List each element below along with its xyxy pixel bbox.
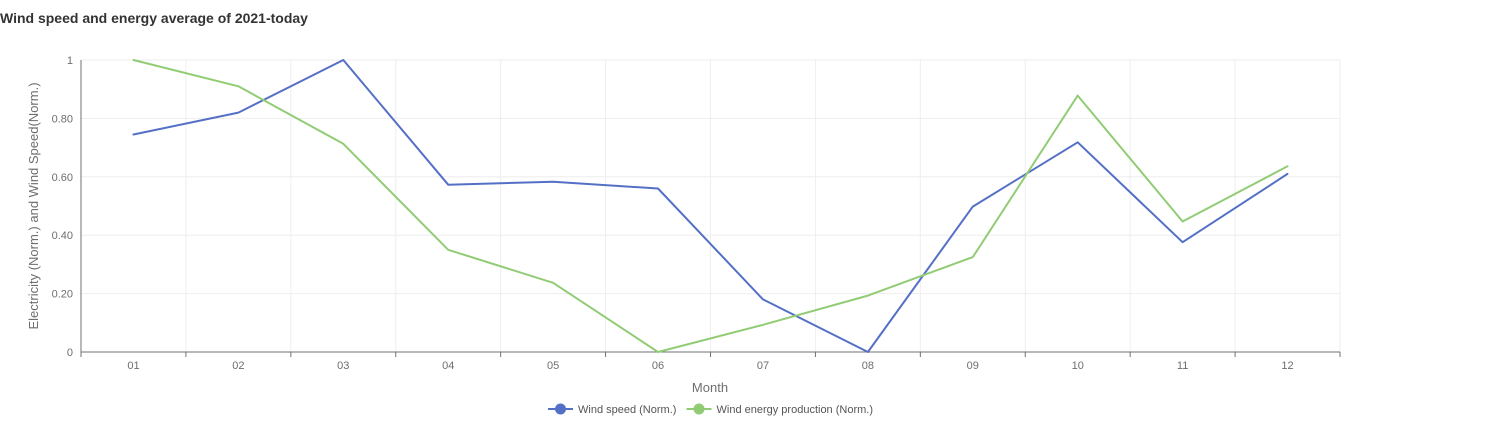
x-tick-label: 03 bbox=[337, 360, 349, 372]
legend-marker bbox=[693, 403, 705, 415]
y-tick-label: 0.40 bbox=[52, 230, 73, 242]
chart-title: Wind speed and energy average of 2021-to… bbox=[0, 10, 308, 26]
x-tick-label: 04 bbox=[442, 360, 454, 372]
legend-label: Wind speed (Norm.) bbox=[578, 404, 676, 416]
x-tick-label: 08 bbox=[862, 360, 874, 372]
y-tick-label: 1 bbox=[67, 55, 73, 67]
x-tick-label: 11 bbox=[1177, 360, 1188, 372]
series-layer bbox=[132, 59, 1289, 353]
y-axis-title: Electricity (Norm.) and Wind Speed(Norm.… bbox=[26, 82, 41, 329]
series-line-2[interactable] bbox=[132, 59, 1289, 353]
series-line-1[interactable] bbox=[132, 59, 1289, 353]
legend-item-1[interactable]: Wind speed (Norm.) bbox=[548, 403, 676, 417]
y-tick-label: 0.20 bbox=[52, 289, 73, 301]
legend-item-2[interactable]: Wind energy production (Norm.) bbox=[686, 403, 874, 417]
grid bbox=[81, 59, 1341, 352]
y-tick-label: 0 bbox=[67, 347, 73, 359]
x-tick-label: 06 bbox=[652, 360, 664, 372]
x-tick-label: 05 bbox=[547, 360, 559, 372]
y-tick-label: 0.60 bbox=[52, 172, 73, 184]
legend-label: Wind energy production (Norm.) bbox=[717, 404, 874, 416]
x-tick-label: 09 bbox=[967, 360, 979, 372]
y-tick-label: 0.80 bbox=[52, 113, 73, 125]
legend: Wind speed (Norm.) Wind energy production… bbox=[548, 403, 874, 417]
x-tick-label: 02 bbox=[232, 360, 244, 372]
x-tick-label: 07 bbox=[757, 360, 769, 372]
x-tick-label: 01 bbox=[127, 360, 139, 372]
x-tick-label: 12 bbox=[1281, 360, 1293, 372]
x-tick-label: 10 bbox=[1072, 360, 1084, 372]
legend-marker bbox=[555, 403, 566, 415]
x-axis-title: Month bbox=[692, 380, 728, 395]
axes: 0 0.20 0.40 0.60 0.80 1 01 02 03 04 05 06 07 08 09 10 11… bbox=[52, 55, 1341, 372]
